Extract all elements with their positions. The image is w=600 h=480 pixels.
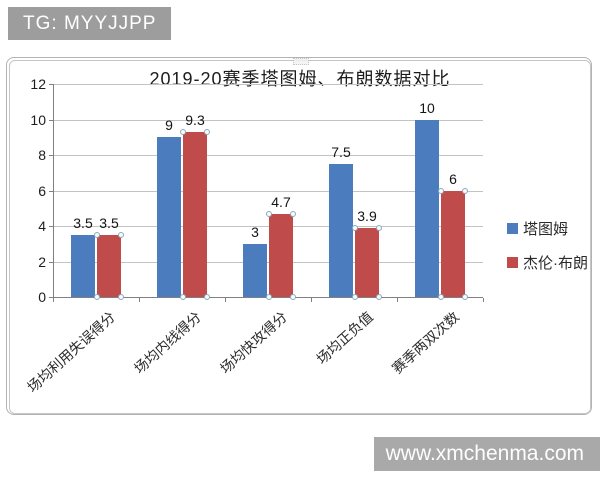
data-label: 4.7 xyxy=(271,193,291,210)
data-label: 3.5 xyxy=(73,214,93,231)
legend-item-0[interactable]: 塔图姆 xyxy=(507,218,588,239)
x-axis-tick xyxy=(139,298,140,302)
y-axis-tick xyxy=(49,84,53,85)
y-axis-tick xyxy=(49,261,53,263)
series-selection-handle xyxy=(462,187,468,194)
site-watermark: www.xmchenma.com xyxy=(373,437,600,471)
bar-series0-cat2[interactable] xyxy=(243,243,267,297)
data-label: 9 xyxy=(165,117,173,134)
data-label: 7.5 xyxy=(331,143,351,160)
x-axis-tick xyxy=(483,298,484,302)
category-label: 场均内线得分 xyxy=(130,308,205,377)
chart-title: 2019-20赛季塔图姆、布朗数据对比 xyxy=(149,69,451,89)
bar-series1-cat0[interactable] xyxy=(97,234,121,297)
series-selection-handle xyxy=(352,224,358,231)
x-axis-tick xyxy=(397,298,398,302)
series-selection-handle xyxy=(290,210,296,217)
x-axis-tick xyxy=(53,298,54,302)
y-axis-tick xyxy=(49,226,53,227)
data-label: 10 xyxy=(419,99,435,116)
bar-series0-cat0[interactable] xyxy=(71,234,95,297)
gridline xyxy=(53,84,483,85)
chart-canvas: 2019-20赛季塔图姆、布朗数据对比 塔图姆杰伦·布朗 0 2 4 6 8 10 12 3.… xyxy=(9,58,591,414)
y-axis-tick xyxy=(49,297,53,298)
series-selection-handle xyxy=(266,294,272,300)
chart-object-frame[interactable]: 2019-20赛季塔图姆、布朗数据对比 塔图姆杰伦·布朗 0 2 4 6 8 10 12 3.… xyxy=(6,57,592,415)
bar-series0-cat3[interactable] xyxy=(329,163,353,297)
y-axis-label: 6 xyxy=(38,182,46,199)
data-label: 3.5 xyxy=(99,214,119,231)
category-label: 赛季两双次数 xyxy=(388,308,463,377)
series-selection-handle xyxy=(438,187,444,194)
gridline xyxy=(53,155,483,156)
data-label: 3.9 xyxy=(357,207,377,224)
series-selection-handle xyxy=(290,294,296,300)
legend-swatch xyxy=(507,257,518,268)
gridline xyxy=(53,119,483,121)
legend-swatch xyxy=(507,223,518,234)
series-selection-handle xyxy=(118,231,124,238)
series-selection-handle xyxy=(118,294,124,300)
y-axis-tick xyxy=(49,119,53,121)
data-label: 6 xyxy=(449,170,457,187)
series-selection-handle xyxy=(180,128,186,135)
series-selection-handle xyxy=(376,294,382,300)
series-selection-handle xyxy=(376,224,382,231)
category-label: 场均利用失误得分 xyxy=(24,308,119,396)
legend-label: 杰伦·布朗 xyxy=(523,255,588,272)
gridline xyxy=(53,190,483,192)
y-axis-tick xyxy=(49,155,53,156)
y-axis-line xyxy=(53,84,54,297)
series-selection-handle xyxy=(94,294,100,300)
y-axis-label: 4 xyxy=(38,218,46,234)
series-selection-handle xyxy=(462,294,468,300)
gridline xyxy=(53,261,483,263)
legend: 塔图姆杰伦·布朗 xyxy=(507,218,588,273)
category-label: 场均正负值 xyxy=(313,308,377,368)
legend-item-1[interactable]: 杰伦·布朗 xyxy=(507,252,588,273)
series-selection-handle xyxy=(204,128,210,135)
tg-watermark-badge: TG: MYYJJPP xyxy=(8,7,172,40)
y-axis-label: 10 xyxy=(30,111,46,128)
series-selection-handle xyxy=(266,210,272,217)
bar-series1-cat4[interactable] xyxy=(441,190,465,297)
y-axis-label: 0 xyxy=(38,289,46,305)
x-axis-tick xyxy=(311,298,312,302)
series-selection-handle xyxy=(204,294,210,300)
object-selection-handle[interactable] xyxy=(293,58,309,65)
bar-series0-cat4[interactable] xyxy=(415,119,439,297)
x-axis-tick xyxy=(225,298,226,302)
series-selection-handle xyxy=(180,294,186,300)
bar-series1-cat1[interactable] xyxy=(183,131,207,297)
data-label: 9.3 xyxy=(185,111,205,128)
y-axis-tick xyxy=(49,190,53,192)
y-axis-label: 12 xyxy=(30,76,46,92)
series-selection-handle xyxy=(352,294,358,300)
category-label: 场均快攻得分 xyxy=(216,308,291,377)
gridline xyxy=(53,226,483,227)
series-selection-handle xyxy=(94,231,100,238)
bar-series1-cat2[interactable] xyxy=(269,213,293,297)
y-axis-label: 2 xyxy=(38,253,46,270)
series-selection-handle xyxy=(438,294,444,300)
bar-series0-cat1[interactable] xyxy=(157,137,181,297)
data-label: 3 xyxy=(251,223,259,240)
y-axis-label: 8 xyxy=(38,147,46,163)
legend-label: 塔图姆 xyxy=(523,221,569,238)
bar-series1-cat3[interactable] xyxy=(355,227,379,297)
